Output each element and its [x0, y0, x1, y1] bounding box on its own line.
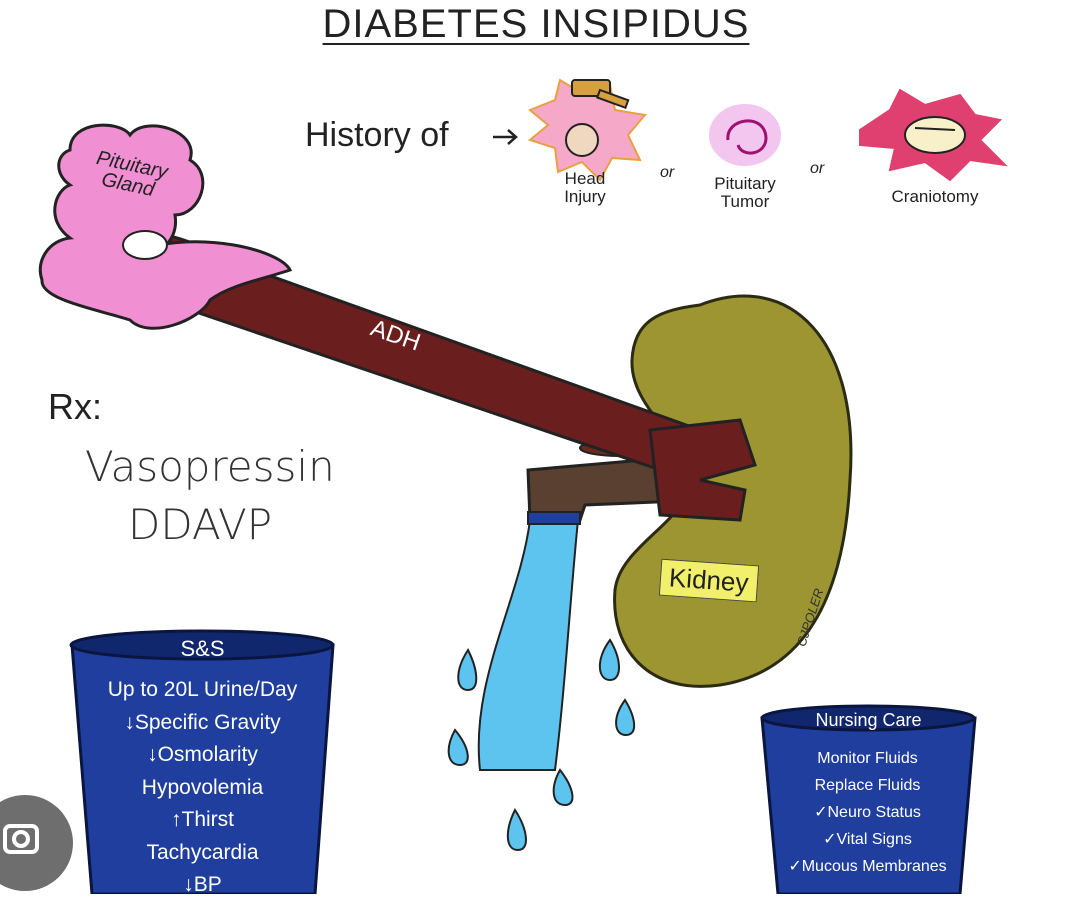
- list-item: ✓Mucous Membranes: [788, 858, 947, 875]
- history-arrow: [493, 129, 518, 145]
- hammer-icon: [571, 79, 630, 110]
- list-item: Up to 20L Urine/Day: [107, 678, 298, 701]
- rx-label: Rx:: [48, 386, 102, 427]
- rx-drug-vasopressin: Vasopressin: [85, 442, 335, 491]
- nc-list: Monitor Fluids Replace Fluids ✓Neuro Sta…: [765, 745, 970, 880]
- water-drops: [447, 638, 636, 852]
- page-title: DIABETES INSIPIDUS: [322, 2, 750, 46]
- pituitary-gland: [38, 123, 293, 330]
- wrench-head: [648, 418, 757, 522]
- faucet-tip: [527, 511, 581, 525]
- cause-craniotomy: Craniotomy: [891, 187, 979, 206]
- tumor-spiral: [726, 119, 768, 155]
- pituitary-tumor: [709, 104, 781, 166]
- pituitary-hole: [122, 230, 168, 260]
- list-item: ↓Osmolarity: [147, 743, 258, 766]
- kidney-label: Kidney: [658, 558, 759, 603]
- list-item: ↓Specific Gravity: [124, 710, 281, 734]
- list-item: Monitor Fluids: [817, 750, 918, 767]
- camera-search-icon[interactable]: [0, 795, 73, 891]
- list-item: Tachycardia: [146, 840, 259, 864]
- craniotomy-skull: [904, 116, 966, 154]
- list-item: Replace Fluids: [814, 777, 921, 794]
- water-stream: [477, 519, 580, 771]
- ss-list: Up to 20L Urine/Day ↓Specific Gravity ↓O…: [80, 674, 325, 902]
- cause-pituitary-tumor: Pituitary Tumor: [714, 174, 776, 211]
- list-item: Hypovolemia: [141, 775, 264, 799]
- injured-head: [565, 123, 599, 157]
- list-item: ✓Vital Signs: [823, 831, 912, 848]
- nc-title: Nursing Care: [815, 710, 922, 730]
- ss-bucket-rim: [69, 629, 335, 661]
- list-item: ↓BP: [183, 873, 222, 896]
- craniotomy-incision: [914, 127, 956, 131]
- list-item: ↑Thirst: [171, 808, 234, 831]
- history-label: History of: [305, 116, 449, 154]
- cause-head-injury: Head Injury: [564, 169, 606, 206]
- or-connector-1: or: [660, 164, 675, 181]
- nc-bucket-rim: [760, 704, 976, 732]
- ss-title: S&S: [180, 636, 225, 661]
- or-connector-2: or: [810, 160, 825, 177]
- list-item: ✓Neuro Status: [814, 804, 921, 821]
- rx-drug-ddavp: DDAVP: [128, 500, 273, 549]
